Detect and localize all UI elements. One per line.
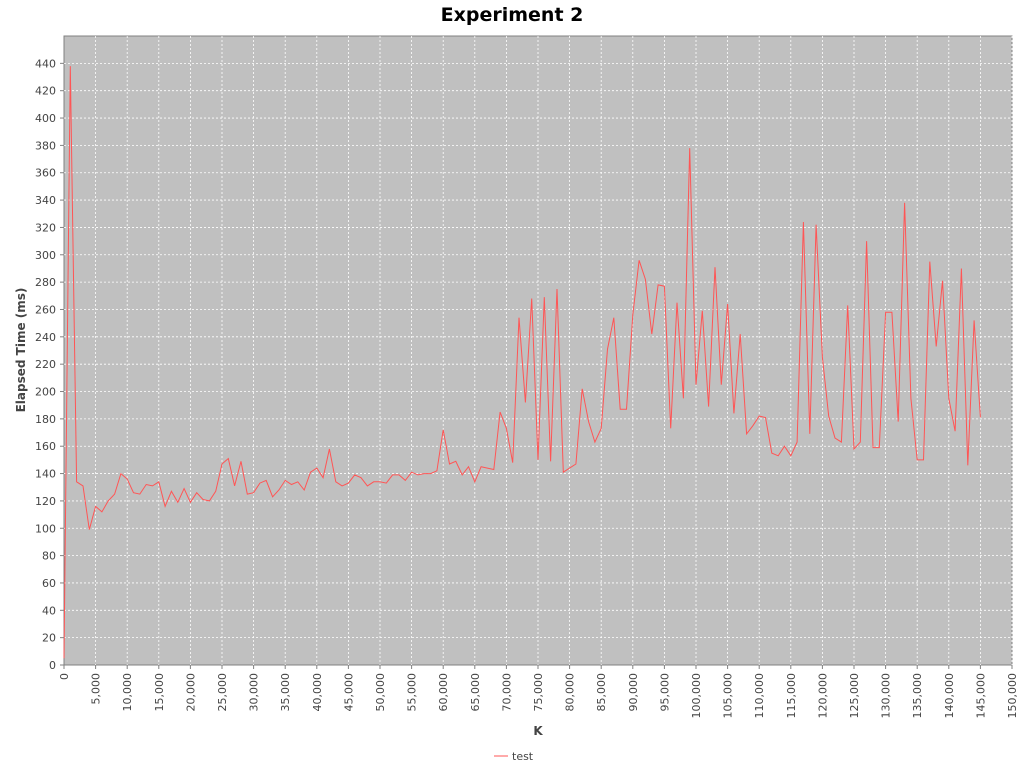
x-tick-label: 110,000	[753, 673, 766, 719]
y-tick-label: 180	[35, 413, 56, 426]
y-tick-label: 300	[35, 249, 56, 262]
x-tick-label: 115,000	[785, 673, 798, 719]
x-tick-label: 65,000	[469, 673, 482, 712]
y-tick-label: 380	[35, 139, 56, 152]
x-tick-label: 90,000	[627, 673, 640, 712]
x-tick-label: 135,000	[911, 673, 924, 719]
x-tick-label: 40,000	[311, 673, 324, 712]
x-axis-ticks: 0 5,000 10,000 15,000 20,000 25,000 30,000 35,0…	[58, 665, 1019, 719]
x-tick-label: 50,000	[374, 673, 387, 712]
x-tick-label: 70,000	[500, 673, 513, 712]
y-tick-label: 220	[35, 358, 56, 371]
x-tick-label: 20,000	[184, 673, 197, 712]
x-tick-label: 120,000	[816, 673, 829, 719]
x-tick-label: 130,000	[880, 673, 893, 719]
series-line-test	[63, 66, 981, 659]
y-tick-label: 100	[35, 522, 56, 535]
x-tick-label: 140,000	[943, 673, 956, 719]
x-tick-label: 5,000	[90, 673, 103, 705]
x-tick-label: 150,000	[1006, 673, 1019, 719]
x-tick-label: 55,000	[406, 673, 419, 712]
x-tick-label: 25,000	[216, 673, 229, 712]
y-tick-label: 200	[35, 386, 56, 399]
y-tick-label: 240	[35, 331, 56, 344]
x-tick-label: 80,000	[564, 673, 577, 712]
y-tick-label: 0	[49, 659, 56, 672]
x-tick-label: 60,000	[437, 673, 450, 712]
y-tick-label: 20	[42, 632, 56, 645]
x-tick-label: 0	[58, 673, 71, 680]
x-axis-title: K	[533, 724, 543, 738]
gridlines	[64, 36, 1013, 665]
y-axis-title: Elapsed Time (ms)	[14, 288, 28, 413]
y-tick-label: 400	[35, 112, 56, 125]
x-tick-label: 30,000	[248, 673, 261, 712]
x-tick-label: 75,000	[532, 673, 545, 712]
chart-title: Experiment 2	[441, 4, 584, 26]
x-tick-label: 145,000	[974, 673, 987, 719]
x-tick-label: 95,000	[658, 673, 671, 712]
x-tick-label: 100,000	[690, 673, 703, 719]
y-tick-label: 340	[35, 194, 56, 207]
y-tick-label: 140	[35, 468, 56, 481]
legend-label-test: test	[512, 750, 534, 763]
legend: test	[494, 750, 534, 763]
x-tick-label: 105,000	[722, 673, 735, 719]
x-tick-label: 10,000	[121, 673, 134, 712]
x-tick-label: 45,000	[342, 673, 355, 712]
x-tick-label: 35,000	[279, 673, 292, 712]
y-axis-ticks: 0 20 40 60 80 100 120 140 160 180 200 220 240 260 280 3…	[35, 57, 64, 672]
y-tick-label: 320	[35, 221, 56, 234]
y-tick-label: 60	[42, 577, 56, 590]
x-tick-label: 85,000	[595, 673, 608, 712]
y-tick-label: 40	[42, 604, 56, 617]
y-tick-label: 440	[35, 57, 56, 70]
x-tick-label: 15,000	[153, 673, 166, 712]
y-tick-label: 160	[35, 440, 56, 453]
y-tick-label: 280	[35, 276, 56, 289]
y-tick-label: 260	[35, 303, 56, 316]
y-tick-label: 360	[35, 167, 56, 180]
y-tick-label: 420	[35, 85, 56, 98]
y-tick-label: 120	[35, 495, 56, 508]
y-tick-label: 80	[42, 550, 56, 563]
x-tick-label: 125,000	[848, 673, 861, 719]
